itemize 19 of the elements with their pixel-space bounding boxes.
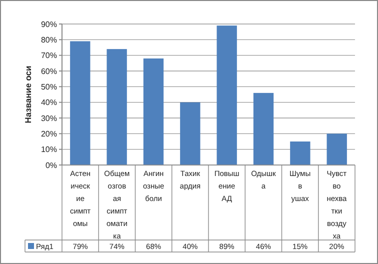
y-tick-label: 50% [40, 82, 57, 92]
y-tick-label: 30% [40, 114, 57, 123]
bar [143, 58, 164, 165]
bar [106, 49, 127, 165]
y-axis-title: Название оси [23, 66, 33, 124]
bar [253, 92, 274, 165]
bar [70, 41, 90, 165]
bar [326, 134, 347, 165]
bar [180, 102, 200, 165]
y-tick-label: 60% [40, 66, 57, 76]
y-tick-label: 0% [45, 160, 57, 170]
y-tick-label: 40% [40, 98, 57, 108]
y-tick-label: 70% [40, 51, 57, 60]
y-tick-label: 80% [40, 35, 57, 44]
bar [216, 26, 237, 165]
bar [290, 142, 310, 165]
y-tick-label: 90% [40, 20, 57, 29]
y-tick-label: 20% [40, 129, 57, 138]
y-tick-label: 10% [40, 145, 57, 154]
